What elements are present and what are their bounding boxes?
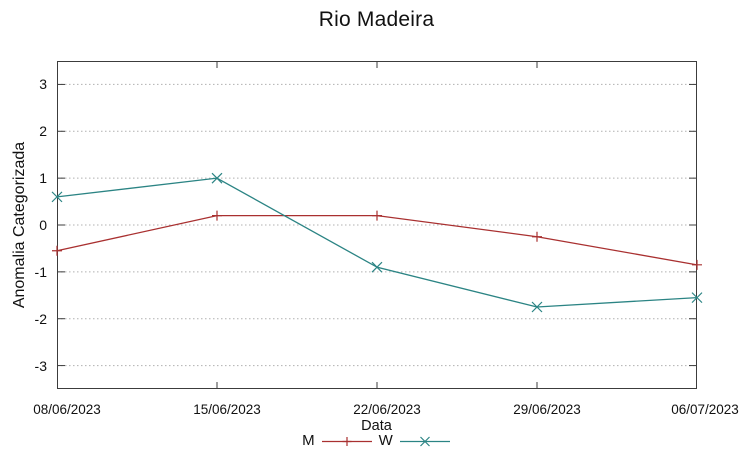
legend-label-w: W (378, 432, 393, 449)
marker-plus (212, 210, 222, 221)
series-line-m (56, 214, 698, 266)
x-tick-label: 29/06/2023 (513, 402, 581, 417)
x-tick-label: 08/06/2023 (33, 402, 101, 417)
marker-plus (372, 210, 382, 221)
legend-sample-m (321, 436, 372, 446)
legend: M W (0, 433, 753, 449)
plot-svg (51, 61, 703, 389)
legend-label-m: M (302, 432, 315, 449)
x-axis-label: Data (361, 418, 392, 434)
marker-cross (419, 436, 430, 446)
plot-area (51, 61, 703, 389)
chart-title: Rio Madeira (318, 8, 435, 31)
y-tick-label: -3 (34, 357, 47, 374)
x-tick-labels: 08/06/2023 15/06/2023 22/06/2023 29/06/2023… (33, 402, 739, 420)
legend-sample-w (399, 436, 450, 446)
marker-plus (692, 259, 702, 270)
y-tick-label: 1 (39, 170, 47, 187)
y-tick-labels: 3 2 1 0 -1 -2 -3 (0, 61, 47, 389)
y-tick-label: 2 (39, 123, 47, 140)
marker-cross (211, 172, 223, 184)
y-tick-label: -2 (34, 310, 47, 327)
x-tick-label: 06/07/2023 (671, 402, 739, 417)
x-tick-label: 22/06/2023 (353, 402, 421, 417)
y-tick-label: 0 (39, 217, 47, 233)
marker-cross (371, 261, 383, 273)
marker-cross (51, 191, 63, 203)
y-tick-label: 3 (39, 76, 47, 93)
x-tick-label: 15/06/2023 (193, 402, 261, 417)
marker-cross (531, 301, 543, 313)
series-line-w (56, 177, 698, 308)
marker-plus (342, 436, 352, 446)
y-tick-label: -1 (34, 263, 47, 280)
marker-plus (52, 245, 62, 256)
marker-cross (691, 292, 703, 304)
marker-plus (532, 231, 542, 242)
